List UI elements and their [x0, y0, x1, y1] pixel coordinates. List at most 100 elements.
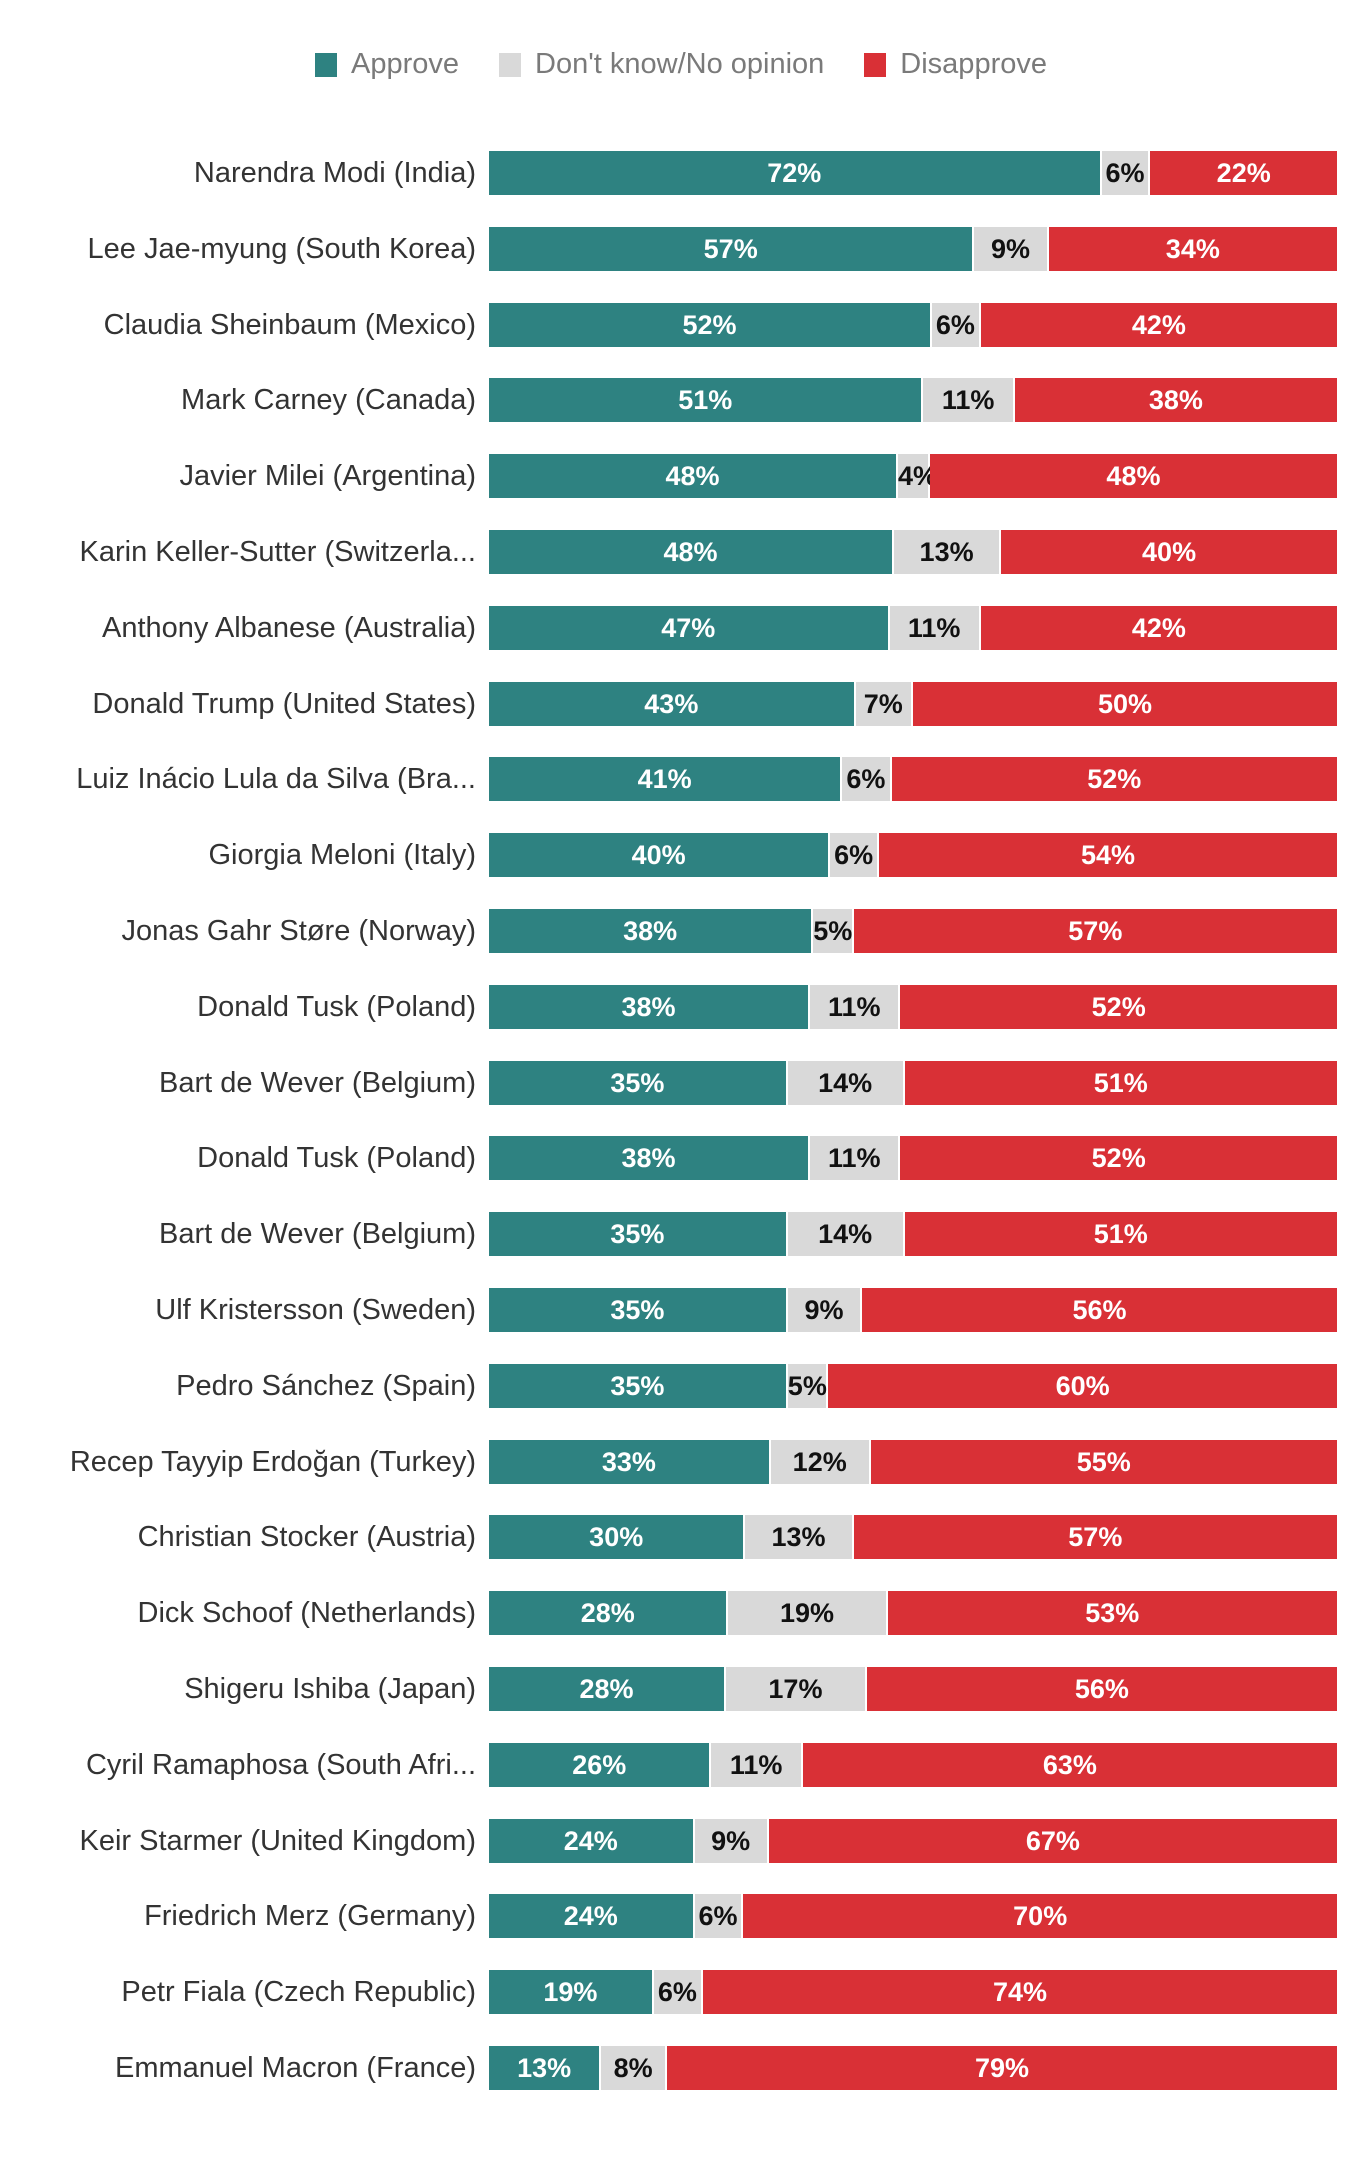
- no-opinion-segment[interactable]: 12%: [768, 1439, 871, 1484]
- approve-segment[interactable]: 35%: [489, 1060, 786, 1105]
- no-opinion-segment[interactable]: 9%: [785, 1288, 863, 1332]
- disapprove-segment[interactable]: 40%: [1001, 530, 1337, 574]
- no-opinion-segment[interactable]: 13%: [743, 1515, 854, 1560]
- data-label: 9%: [804, 1295, 844, 1325]
- data-label: 70%: [1013, 1901, 1068, 1932]
- approve-segment[interactable]: 48%: [489, 454, 897, 499]
- approve-segment[interactable]: 24%: [489, 1894, 693, 1939]
- approve-segment[interactable]: 72%: [489, 151, 1100, 195]
- data-label: 55%: [1076, 1446, 1131, 1477]
- approve-segment[interactable]: 13%: [489, 2046, 600, 2090]
- approve-segment[interactable]: 47%: [489, 605, 888, 650]
- disapprove-segment[interactable]: 70%: [743, 1894, 1337, 1939]
- approve-segment[interactable]: 51%: [489, 378, 922, 423]
- no-opinion-segment[interactable]: 11%: [921, 378, 1015, 423]
- no-opinion-segment[interactable]: 11%: [887, 605, 981, 650]
- legend-item-disapprove[interactable]: Disapprove: [864, 48, 1047, 81]
- no-opinion-segment[interactable]: 4%: [896, 454, 937, 499]
- no-opinion-segment[interactable]: 6%: [929, 302, 981, 347]
- disapprove-segment[interactable]: 54%: [879, 833, 1337, 878]
- approve-segment[interactable]: 35%: [489, 1288, 786, 1332]
- data-label: 67%: [1025, 1825, 1080, 1856]
- data-label: 7%: [863, 688, 903, 719]
- no-opinion-segment[interactable]: 7%: [853, 681, 913, 726]
- approve-segment[interactable]: 35%: [489, 1363, 786, 1408]
- approve-segment[interactable]: 38%: [489, 909, 812, 953]
- no-opinion-segment[interactable]: 14%: [785, 1212, 905, 1257]
- no-opinion-segment[interactable]: 6%: [840, 757, 892, 802]
- no-opinion-segment[interactable]: 9%: [972, 226, 1049, 271]
- no-opinion-segment[interactable]: 13%: [892, 530, 1002, 574]
- data-label: 24%: [563, 1825, 618, 1856]
- approve-segment[interactable]: 52%: [489, 302, 930, 347]
- no-opinion-segment[interactable]: 11%: [709, 1742, 803, 1787]
- approve-segment[interactable]: 40%: [489, 833, 829, 878]
- no-opinion-segment[interactable]: 9%: [692, 1818, 769, 1863]
- disapprove-segment[interactable]: 42%: [980, 605, 1337, 650]
- no-opinion-segment[interactable]: 6%: [651, 1970, 704, 2015]
- no-opinion-segment[interactable]: 14%: [785, 1060, 905, 1105]
- data-label: 6%: [846, 764, 886, 795]
- approve-segment[interactable]: 38%: [489, 1136, 809, 1181]
- approve-segment[interactable]: 24%: [489, 1818, 693, 1863]
- approve-segment[interactable]: 35%: [489, 1212, 786, 1257]
- disapprove-segment[interactable]: 34%: [1048, 226, 1337, 271]
- disapprove-segment[interactable]: 51%: [904, 1060, 1337, 1105]
- approve-segment[interactable]: 26%: [489, 1742, 710, 1787]
- disapprove-segment[interactable]: 63%: [802, 1742, 1337, 1787]
- category-label: Luiz Inácio Lula da Silva (Bra...: [76, 763, 476, 796]
- disapprove-segment[interactable]: 22%: [1150, 151, 1337, 195]
- disapprove-segment[interactable]: 60%: [828, 1363, 1337, 1408]
- approve-segment[interactable]: 41%: [489, 757, 841, 802]
- disapprove-segment[interactable]: 57%: [853, 909, 1337, 953]
- legend-item-approve[interactable]: Approve: [315, 48, 459, 81]
- disapprove-segment[interactable]: 79%: [667, 2046, 1337, 2090]
- approve-segment[interactable]: 30%: [489, 1515, 744, 1560]
- disapprove-segment[interactable]: 55%: [870, 1439, 1337, 1484]
- disapprove-segment[interactable]: 56%: [862, 1288, 1337, 1332]
- stacked-bar: 35% 14% 51%: [489, 1212, 1337, 1257]
- data-label: 53%: [1085, 1598, 1140, 1629]
- disapprove-segment[interactable]: 52%: [900, 1136, 1337, 1181]
- disapprove-segment[interactable]: 74%: [703, 1970, 1337, 2015]
- stacked-bar: 38% 11% 52%: [489, 1136, 1337, 1181]
- no-opinion-segment[interactable]: 17%: [724, 1667, 867, 1711]
- disapprove-segment[interactable]: 56%: [866, 1667, 1337, 1711]
- approve-segment[interactable]: 19%: [489, 1970, 652, 2015]
- legend-item-no-opinion[interactable]: Don't know/No opinion: [499, 48, 824, 81]
- disapprove-segment[interactable]: 52%: [891, 757, 1337, 802]
- data-label: 26%: [572, 1749, 627, 1780]
- no-opinion-segment[interactable]: 5%: [785, 1363, 829, 1408]
- approve-segment[interactable]: 38%: [489, 984, 809, 1029]
- data-label: 14%: [818, 1067, 873, 1098]
- disapprove-segment[interactable]: 67%: [768, 1818, 1337, 1863]
- no-opinion-segment[interactable]: 6%: [692, 1894, 744, 1939]
- category-label: Bart de Wever (Belgium): [159, 1066, 476, 1099]
- approve-segment[interactable]: 28%: [489, 1591, 727, 1636]
- disapprove-segment[interactable]: 50%: [912, 681, 1337, 726]
- disapprove-segment[interactable]: 48%: [929, 454, 1337, 499]
- no-opinion-segment[interactable]: 6%: [1099, 151, 1151, 195]
- stacked-bar: 33% 12% 55%: [489, 1439, 1337, 1484]
- disapprove-segment[interactable]: 57%: [853, 1515, 1337, 1560]
- stacked-bar: 38% 5% 57%: [489, 909, 1337, 953]
- approve-segment[interactable]: 43%: [489, 681, 854, 726]
- no-opinion-segment[interactable]: 19%: [726, 1591, 888, 1636]
- data-label: 51%: [1093, 1067, 1148, 1098]
- disapprove-segment[interactable]: 42%: [980, 302, 1337, 347]
- no-opinion-segment[interactable]: 11%: [808, 984, 901, 1029]
- no-opinion-segment[interactable]: 8%: [599, 2046, 668, 2090]
- disapprove-segment[interactable]: 38%: [1014, 378, 1337, 423]
- no-opinion-segment[interactable]: 6%: [828, 833, 880, 878]
- approve-segment[interactable]: 48%: [489, 530, 892, 574]
- no-opinion-segment[interactable]: 5%: [811, 909, 854, 953]
- disapprove-segment[interactable]: 53%: [887, 1591, 1337, 1636]
- category-label: Claudia Sheinbaum (Mexico): [103, 308, 476, 341]
- approve-segment[interactable]: 28%: [489, 1667, 725, 1711]
- no-opinion-segment[interactable]: 11%: [808, 1136, 901, 1181]
- disapprove-segment[interactable]: 52%: [900, 984, 1337, 1029]
- bar-row: Donald Tusk (Poland) 38% 11% 52%: [0, 1136, 1362, 1181]
- approve-segment[interactable]: 33%: [489, 1439, 769, 1484]
- disapprove-segment[interactable]: 51%: [904, 1212, 1337, 1257]
- approve-segment[interactable]: 57%: [489, 226, 973, 271]
